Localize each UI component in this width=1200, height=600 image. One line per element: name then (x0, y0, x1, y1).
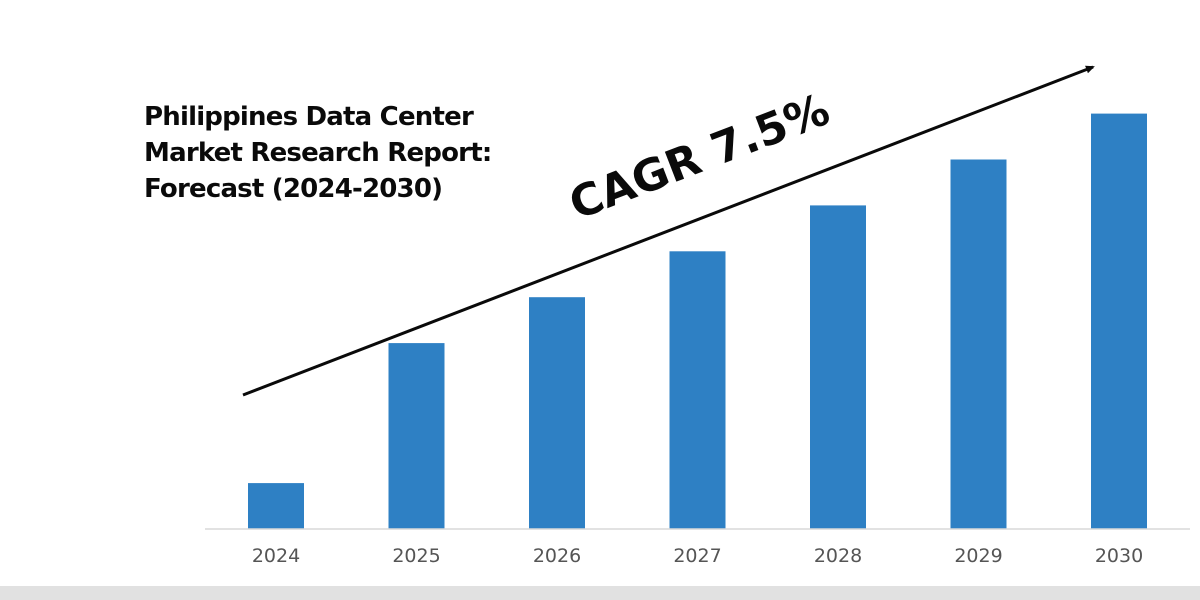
bar-2027 (669, 251, 726, 530)
bottom-border (0, 586, 1200, 600)
bar-2024 (248, 483, 304, 529)
x-tick-label-2026: 2026 (533, 545, 581, 567)
x-tick-label-2024: 2024 (252, 545, 300, 567)
chart-title-line-3: Forecast (2024-2030) (144, 174, 443, 204)
bar-2030 (1091, 113, 1147, 529)
x-tick-labels: 2024 2025 2026 2027 2028 2029 2030 (252, 545, 1143, 567)
bar-2025 (388, 343, 445, 529)
cagr-annotation: CAGR 7.5% (563, 84, 837, 230)
x-tick-label-2028: 2028 (814, 545, 862, 567)
bar-2026 (529, 297, 585, 529)
x-tick-label-2030: 2030 (1095, 545, 1143, 567)
x-tick-label-2029: 2029 (954, 545, 1002, 567)
x-tick-label-2027: 2027 (673, 545, 721, 567)
chart-title-line-2: Market Research Report: (144, 138, 492, 168)
chart-title: Philippines Data Center Market Research … (144, 99, 564, 207)
x-tick-label-2025: 2025 (392, 545, 440, 567)
bars-group (248, 113, 1147, 530)
bar-2028 (810, 205, 866, 529)
chart-title-line-1: Philippines Data Center (144, 102, 474, 132)
trend-arrow (242, 65, 1095, 397)
bar-2029 (950, 159, 1007, 529)
